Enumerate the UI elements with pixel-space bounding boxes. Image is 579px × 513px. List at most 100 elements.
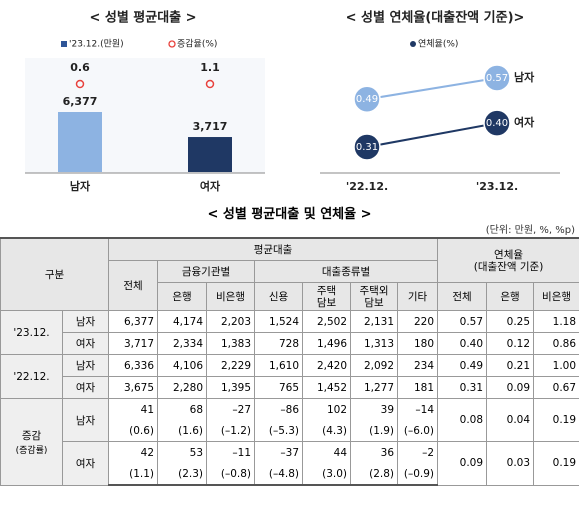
stats-table: 구분 평균대출 연체율 (대출잔액 기준) 전체 금융기관별 대출종류별 은행 … [0,237,579,486]
x-tick-label: '23.12. [476,180,518,193]
header-cell: 연체율 (대출잔액 기준) [437,237,579,283]
legend-label: '23.12.(만원) [69,39,124,50]
table-row: '22.12. 남자 6,336 4,106 2,229 1,610 2,420 2,092 2… [0,354,579,399]
header-cell: 대출종류별 [254,260,439,283]
table-cell: 0.31 [437,376,488,399]
header-cell: 평균대출 [108,237,439,261]
table-cell: 증감 (증감률) [0,398,63,486]
table-cell: 2,334 [157,332,208,355]
table-cell: 39 [350,398,399,420]
table-cell: 2,420 [302,354,352,377]
table-cell: –37 [254,441,304,463]
table-cell: 42 [108,441,159,463]
table-cell: 1,395 [206,376,256,399]
table-cell: 1,277 [350,376,399,399]
rate-marker [75,79,85,89]
chart-title: < 성별 평균대출 > [89,10,196,26]
table-cell: 0.09 [437,441,488,486]
table-cell: 3,717 [108,332,159,355]
table-cell: 여자 [61,441,110,486]
series-label: 여자 [514,115,535,129]
point [353,85,381,113]
table-row: 여자 3,675 2,280 1,395 765 1,452 1,277 181 0.31 0.0… [1,376,579,399]
table-cell: 남자 [61,398,110,442]
table-cell: 53 [157,441,208,463]
header-cell: 기타 [397,282,439,311]
table-cell: 1,610 [254,354,304,377]
table-title: < 성별 평균대출 및 연체율 > [207,207,372,222]
header-cell: 비은행 [533,282,579,311]
table-cell: (–6.0) [397,420,439,442]
table-cell: 0.67 [533,376,579,399]
table-cell: 1,452 [302,376,352,399]
table-cell: 181 [397,376,439,399]
table-cell: 남자 [61,354,110,377]
table-cell: 102 [302,398,352,420]
table-cell: 2,131 [350,310,399,333]
table-cell: 0.08 [437,398,488,442]
table-cell: 1.18 [533,310,579,333]
table-cell: –11 [206,441,256,463]
group-label: '23.12. [13,326,50,339]
table-cell: (–1.2) [206,420,256,442]
table-cell: –14 [397,398,439,420]
table-cell: 0.21 [486,354,535,377]
table-cell: 6,336 [108,354,159,377]
header-cell: 전체 [437,282,488,311]
table-cell: 1,524 [254,310,304,333]
table-row: '23.12. 남자 6,377 4,174 2,203 1,524 2,502 2,131 2… [0,310,579,355]
table-body: '23.12. 남자 6,377 4,174 2,203 1,524 2,502 2,131 2… [0,310,579,486]
header-cell: 은행 [157,282,208,311]
table-cell: 41 [108,398,159,420]
rate-label: 1.1 [200,61,220,74]
group-label: 증감 [21,429,42,442]
table-cell: 2,092 [350,354,399,377]
value-label: 0.49 [356,94,378,105]
table-cell: 0.03 [486,441,535,486]
table-cell: (–4.8) [254,463,304,486]
table-cell: (4.3) [302,420,352,442]
table-row: 여자 42 53 –11 –37 44 36 –2 0.09 0.03 0.19 [1,441,579,486]
table-cell: 4,106 [157,354,208,377]
table-cell: (1.9) [350,420,399,442]
table-row: (1.1) (2.3) (–0.8) (–4.8) (3.0) (2.8) (–0.9) [1,463,579,486]
table-cell: 1,383 [206,332,256,355]
table-cell: 0.19 [533,441,579,486]
header-cell: 신용 [254,282,304,311]
table-cell: 0.49 [437,354,488,377]
point [483,109,511,137]
legend-icon [61,41,67,47]
line [366,77,498,101]
table-cell: (2.3) [157,463,208,486]
point [353,133,381,161]
table-cell: 0.09 [486,376,535,399]
table-cell: 1,313 [350,332,399,355]
bar [188,137,232,172]
table-cell: 44 [302,441,352,463]
header-cell: 구분 [0,237,110,311]
table-cell: 2,280 [157,376,208,399]
x-tick-label: 여자 [200,179,221,193]
header-cell: 은행 [486,282,535,311]
table-cell: 0.86 [533,332,579,355]
table-cell: 0.40 [437,332,488,355]
table-cell: 2,203 [206,310,256,333]
table-cell: –86 [254,398,304,420]
table-cell: 68 [157,398,208,420]
table-cell: 남자 [61,310,110,333]
table-cell: 36 [350,441,399,463]
header-cell: 비은행 [206,282,256,311]
header-cell: 금융기관별 [157,260,256,283]
table-cell: 여자 [61,376,110,399]
table-cell: 6,377 [108,310,159,333]
group-label: '22.12. [13,370,50,383]
rate-marker [205,79,215,89]
value-label: 0.40 [486,118,508,129]
table-cell: 0.19 [533,398,579,442]
table-unit: (단위: 만원, %, %p) [485,225,575,236]
table-row: 여자 3,717 2,334 1,383 728 1,496 1,313 180 0.40 0.1… [1,332,579,355]
table-cell: (3.0) [302,463,352,486]
value-label: 0.57 [486,73,508,84]
line [366,122,498,148]
legend-icon [168,40,176,48]
